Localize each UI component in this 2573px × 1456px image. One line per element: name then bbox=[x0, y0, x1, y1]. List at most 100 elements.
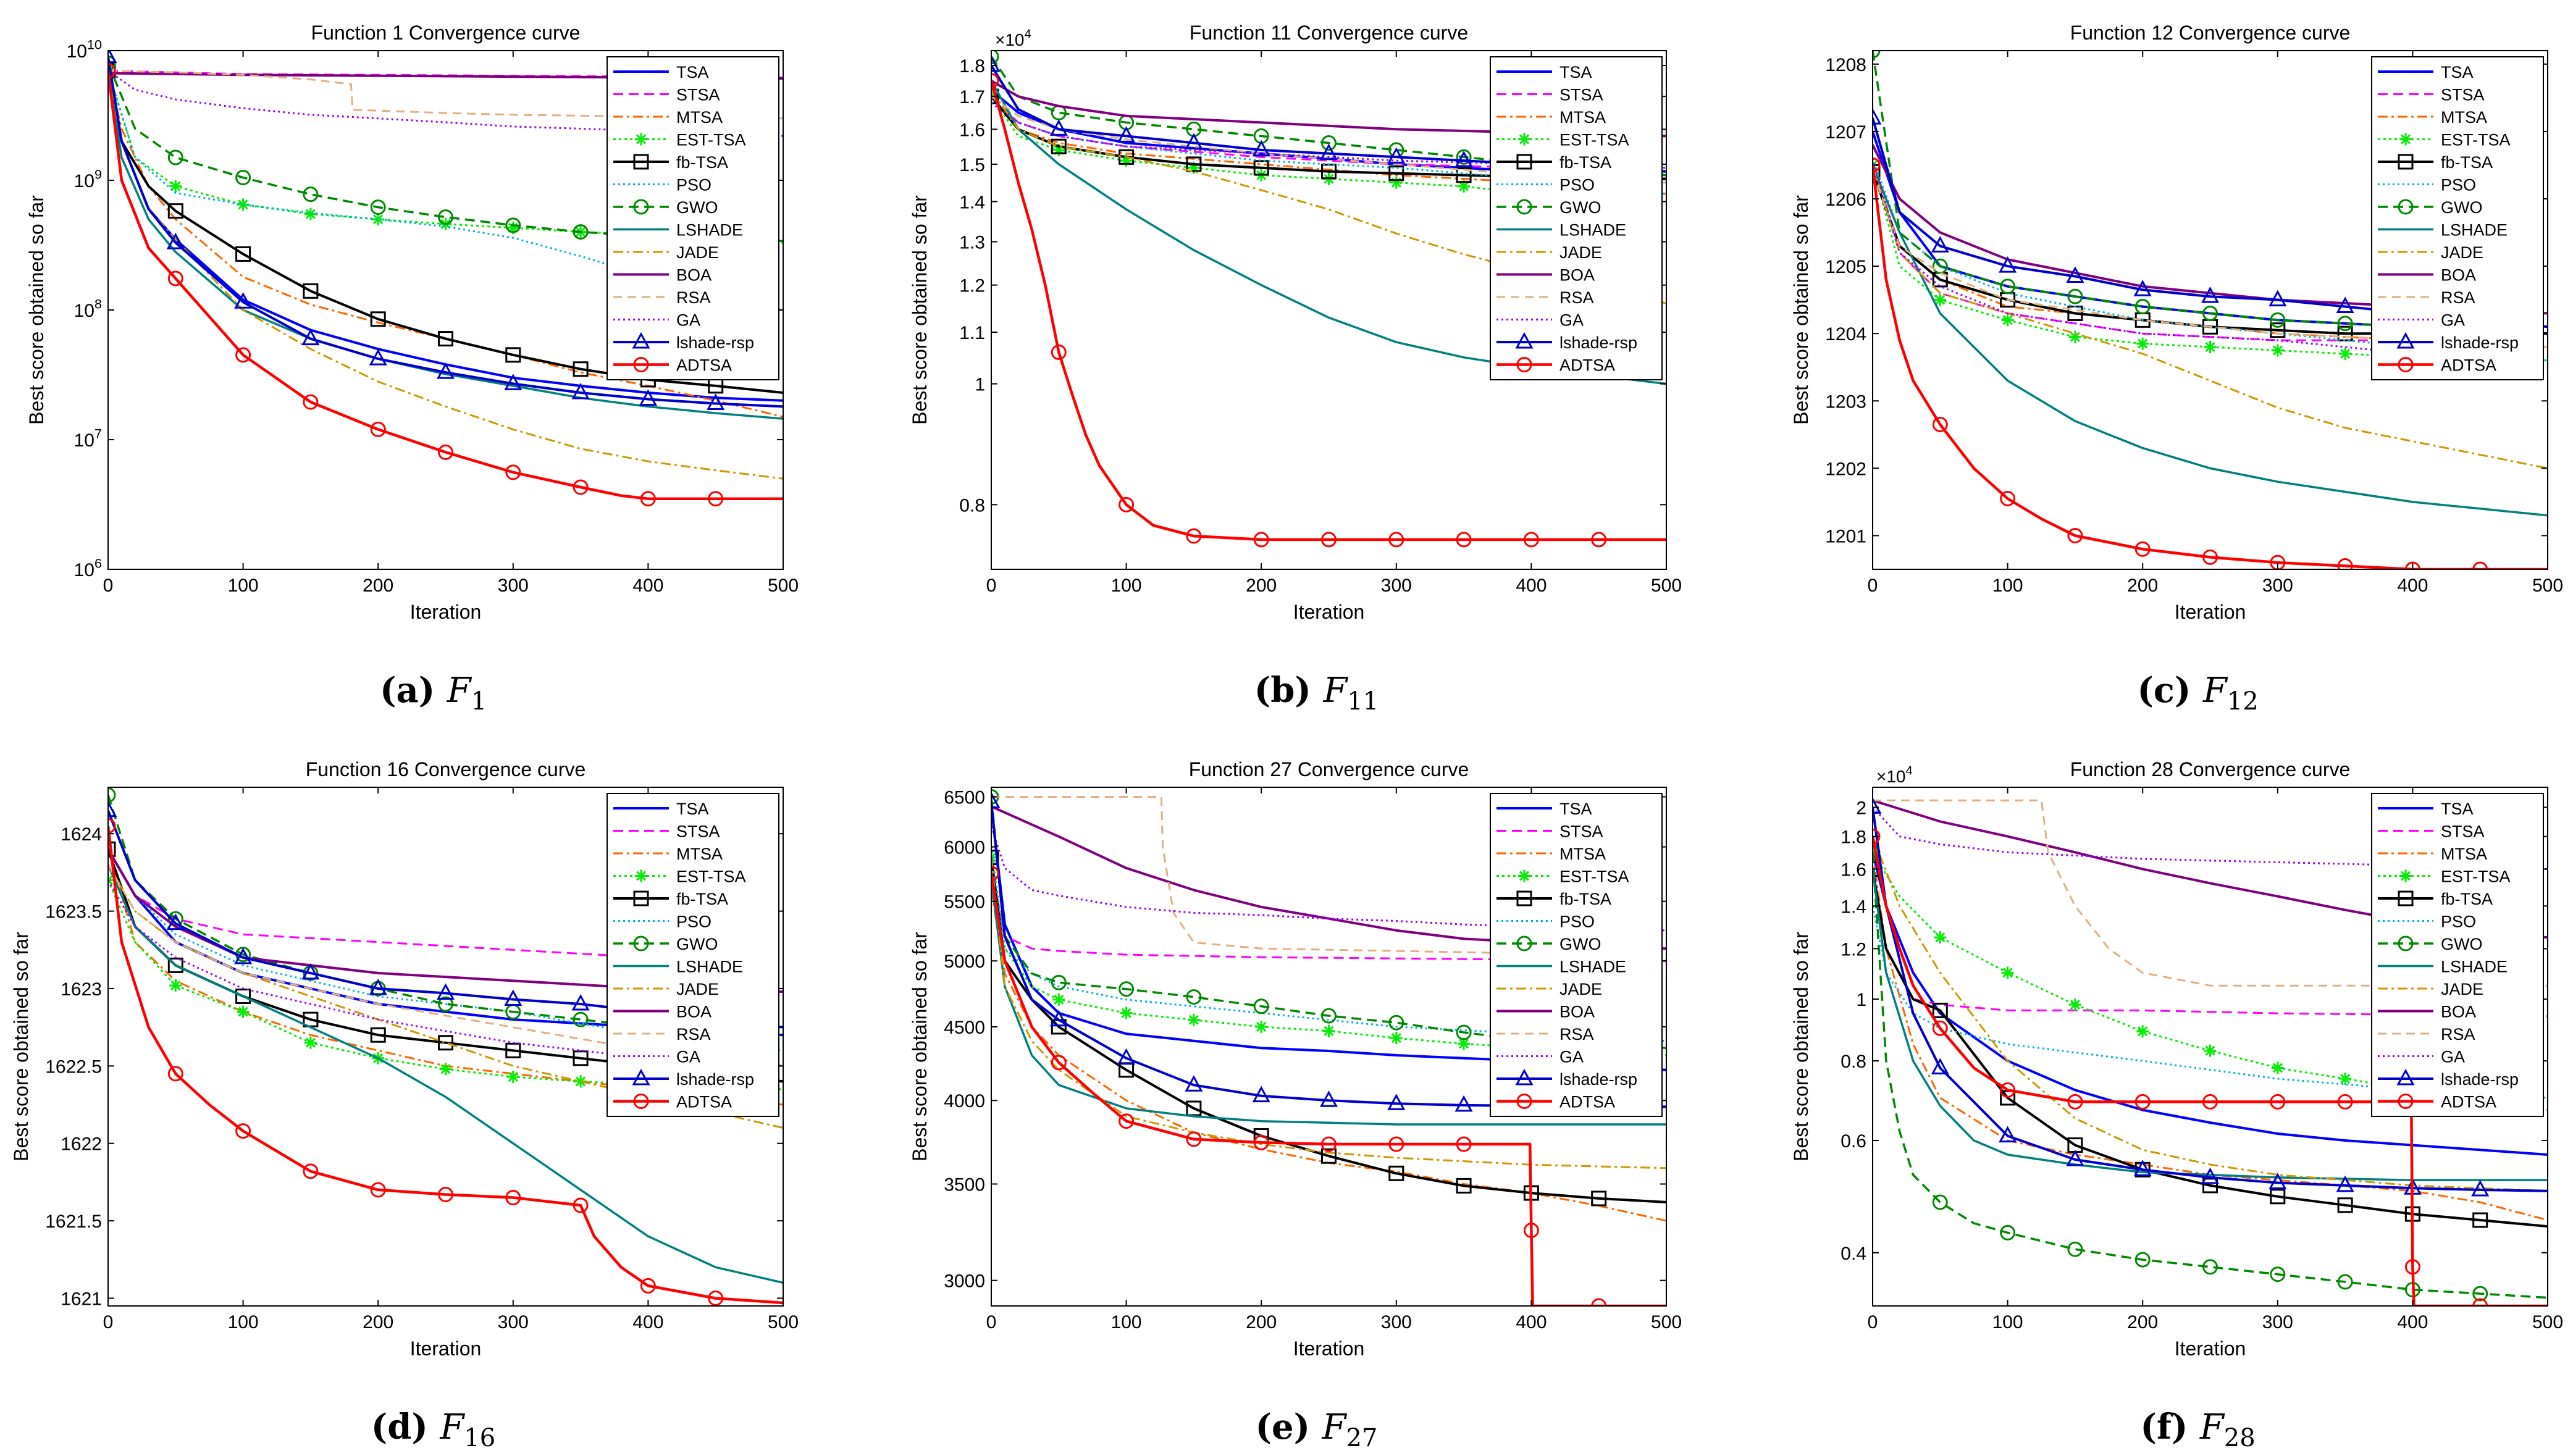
legend-pso-label: PSO bbox=[1559, 913, 1595, 931]
series-adtsa-marker bbox=[1186, 528, 1202, 544]
legend-gwo-label: GWO bbox=[2441, 198, 2483, 217]
legend-pso-label: PSO bbox=[676, 176, 711, 195]
legend-est-tsa-marker bbox=[635, 869, 647, 882]
legend-fb-tsa-label: fb-TSA bbox=[2441, 153, 2493, 172]
series-fb-tsa-marker bbox=[1591, 1190, 1607, 1207]
y-tick-label: 1622.5 bbox=[45, 1056, 102, 1077]
legend-box bbox=[1490, 793, 1663, 1117]
legend-ga-label: GA bbox=[2441, 311, 2465, 330]
series-est-tsa-marker bbox=[439, 1063, 452, 1076]
series-fb-tsa-marker bbox=[2337, 1197, 2353, 1213]
legend-fb-tsa-marker bbox=[1516, 890, 1532, 906]
y-tick-label: 0.8 bbox=[1841, 1052, 1866, 1072]
series-lshade-rsp-marker bbox=[1049, 119, 1068, 136]
y-tick-label: 1623 bbox=[61, 979, 102, 1000]
series-est-tsa-marker bbox=[2136, 1025, 2149, 1038]
series-pso bbox=[1873, 906, 2548, 1099]
x-tick-label: 0 bbox=[103, 575, 114, 596]
series-lshade-rsp-marker bbox=[369, 978, 387, 995]
series-gwo-marker bbox=[1321, 1008, 1337, 1024]
series-adtsa-marker bbox=[1456, 1136, 1472, 1152]
legend-lshade-rsp-marker bbox=[2396, 332, 2415, 349]
y-tick-label: 109 bbox=[74, 167, 102, 192]
y-tick-label: 1 bbox=[975, 375, 985, 395]
legend-gwo-label: GWO bbox=[676, 935, 718, 953]
legend-est-tsa-label: EST-TSA bbox=[1559, 868, 1629, 886]
legend-pso-label: PSO bbox=[2441, 176, 2476, 195]
y-tick-label: 4500 bbox=[944, 1018, 985, 1038]
legend-boa-label: BOA bbox=[1559, 266, 1595, 285]
x-axis-label: Iteration bbox=[1293, 601, 1365, 623]
series-gwo-marker bbox=[1388, 1015, 1404, 1031]
legend-jade-label: JADE bbox=[2441, 243, 2483, 262]
series-fb-tsa-marker bbox=[370, 311, 386, 327]
series-fb-tsa-marker bbox=[2337, 325, 2353, 341]
series-gwo-marker bbox=[2202, 305, 2218, 321]
series-gwo-marker bbox=[108, 787, 116, 803]
series-est-tsa-marker bbox=[2271, 1061, 2284, 1074]
series-lshade-rsp-marker bbox=[1999, 256, 2017, 273]
series-lshade-rsp-marker bbox=[1252, 1086, 1270, 1103]
y-axis-label: Best score obtained so far bbox=[909, 195, 931, 425]
series-adtsa-marker bbox=[303, 1163, 319, 1179]
y-tick-label: 6000 bbox=[944, 838, 985, 858]
series-adtsa-marker bbox=[235, 1123, 251, 1139]
legend-fb-tsa-label: fb-TSA bbox=[1559, 153, 1611, 172]
series-adtsa-marker bbox=[2134, 1094, 2151, 1110]
legend-tsa-label: TSA bbox=[2441, 63, 2474, 82]
caption-text: (e) F27 bbox=[1256, 1407, 1378, 1452]
y-tick-label: 1.2 bbox=[959, 276, 985, 296]
x-tick-label: 100 bbox=[228, 575, 259, 596]
series-adtsa-marker bbox=[438, 1186, 453, 1202]
legend-adtsa-label: ADTSA bbox=[1559, 1093, 1615, 1111]
series-adtsa-marker bbox=[2404, 561, 2420, 569]
legend-mtsa-label: MTSA bbox=[676, 108, 723, 127]
legend-fb-tsa-marker bbox=[1516, 154, 1532, 170]
legend-mtsa-label: MTSA bbox=[2441, 108, 2487, 127]
legend-fb-tsa-label: fb-TSA bbox=[676, 890, 728, 908]
legend-jade-label: JADE bbox=[2441, 980, 2483, 998]
series-est-tsa-marker bbox=[304, 207, 317, 220]
series-gwo-marker bbox=[1932, 1194, 1948, 1210]
series-lshade-rsp-marker bbox=[571, 382, 590, 400]
legend-adtsa-marker bbox=[1516, 357, 1532, 372]
legend-stsa-label: STSA bbox=[2441, 822, 2485, 841]
legend-gwo-marker bbox=[1516, 935, 1532, 952]
series-adtsa bbox=[108, 826, 783, 1305]
legend-boa-label: BOA bbox=[1559, 1003, 1595, 1021]
legend: TSA STSA MTSA EST-TSA fb-TSA PSO GWO LSHADE JADE… bbox=[607, 56, 779, 380]
series-adtsa bbox=[991, 80, 1666, 542]
legend-stsa-label: STSA bbox=[676, 822, 720, 841]
x-tick-label: 400 bbox=[1516, 1312, 1547, 1333]
y-tick-label: 1 bbox=[1856, 990, 1866, 1010]
series-gwo-marker bbox=[1932, 258, 1948, 274]
series-adtsa-marker bbox=[1253, 532, 1269, 548]
series-est-tsa-marker bbox=[991, 851, 997, 864]
series-est-tsa bbox=[108, 879, 783, 1090]
legend-lshade-rsp-marker bbox=[632, 1068, 650, 1086]
series-adtsa-marker bbox=[2000, 1082, 2016, 1098]
y-tick-label: 1.5 bbox=[959, 155, 985, 175]
legend-fb-tsa-label: fb-TSA bbox=[1559, 890, 1611, 908]
series-lshade-rsp-marker bbox=[1319, 1090, 1338, 1107]
series-lshade-rsp-marker bbox=[1319, 143, 1338, 161]
axis-exponent: ×104 bbox=[1876, 764, 1913, 786]
x-tick-label: 400 bbox=[632, 575, 663, 596]
legend-stsa-label: STSA bbox=[2441, 86, 2485, 104]
series-lshade-rsp-marker bbox=[1387, 1094, 1406, 1110]
x-tick-label: 0 bbox=[986, 575, 997, 596]
x-tick-label: 300 bbox=[1381, 1312, 1412, 1333]
series-lshade-rsp-marker bbox=[1185, 1075, 1203, 1092]
series-lshade-rsp-marker bbox=[166, 913, 185, 931]
series-adtsa-marker bbox=[370, 421, 386, 437]
x-tick-label: 0 bbox=[103, 1312, 114, 1333]
series-lshade-rsp-marker bbox=[2066, 266, 2084, 283]
series-gwo-marker bbox=[2067, 288, 2083, 304]
series-adtsa-marker bbox=[1253, 1134, 1269, 1150]
x-tick-label: 500 bbox=[2532, 575, 2563, 596]
series-est-tsa-marker bbox=[2136, 337, 2149, 350]
legend-pso-label: PSO bbox=[676, 913, 711, 931]
series-fb-tsa-marker bbox=[370, 1027, 386, 1043]
legend-box bbox=[607, 793, 779, 1117]
series-adtsa-marker bbox=[505, 1189, 521, 1205]
